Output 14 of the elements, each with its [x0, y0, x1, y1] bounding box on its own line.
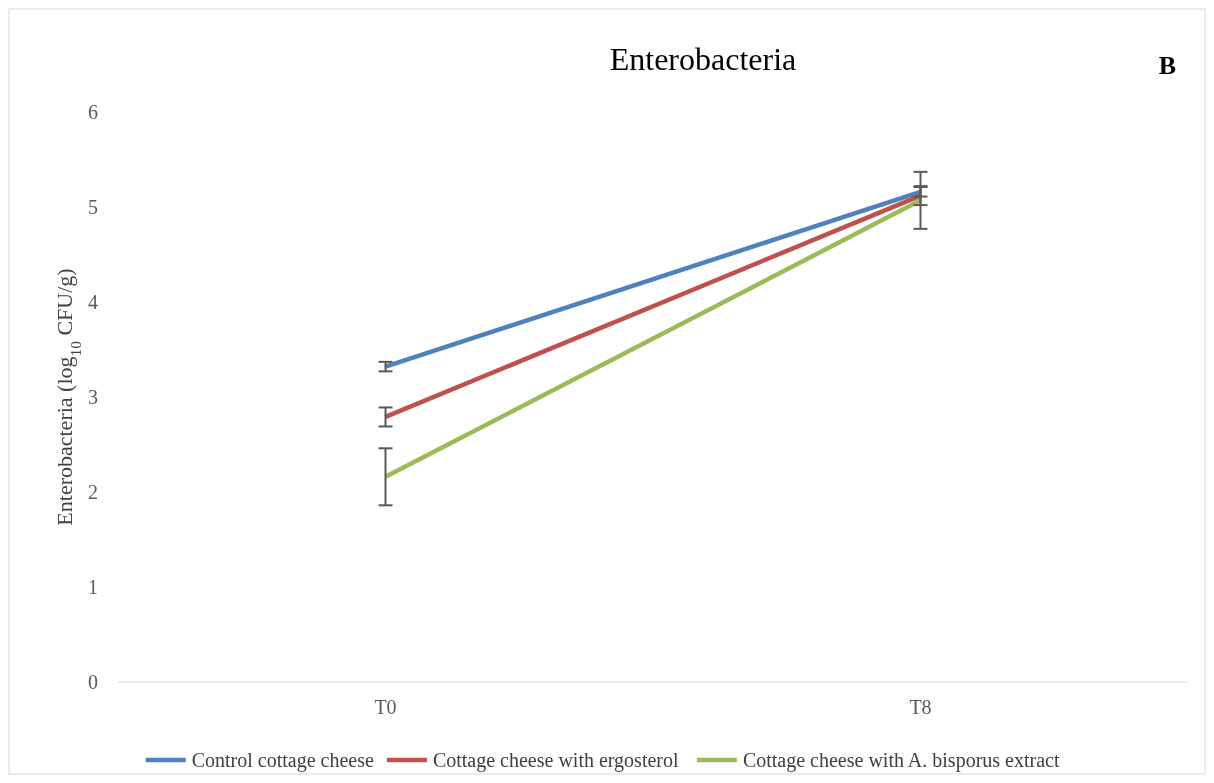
x-tick-label: T8	[909, 696, 932, 718]
y-tick-label: 6	[88, 101, 98, 123]
legend-label: Control cottage cheese	[191, 749, 374, 772]
y-tick-label: 2	[88, 481, 98, 503]
legend-label: Cottage cheese with A. bisporus extract	[742, 749, 1060, 772]
y-tick-label: 5	[88, 196, 98, 218]
y-tick-label: 1	[88, 576, 98, 598]
text: B	[1158, 51, 1176, 80]
legend-label: Cottage cheese with ergosterol	[432, 749, 680, 772]
chart-title: Enterobacteria	[609, 41, 797, 77]
y-tick-label: 0	[88, 671, 98, 693]
y-tick-label: 4	[88, 291, 98, 313]
y-tick-label: 3	[88, 386, 98, 408]
x-tick-label: T0	[374, 696, 397, 718]
